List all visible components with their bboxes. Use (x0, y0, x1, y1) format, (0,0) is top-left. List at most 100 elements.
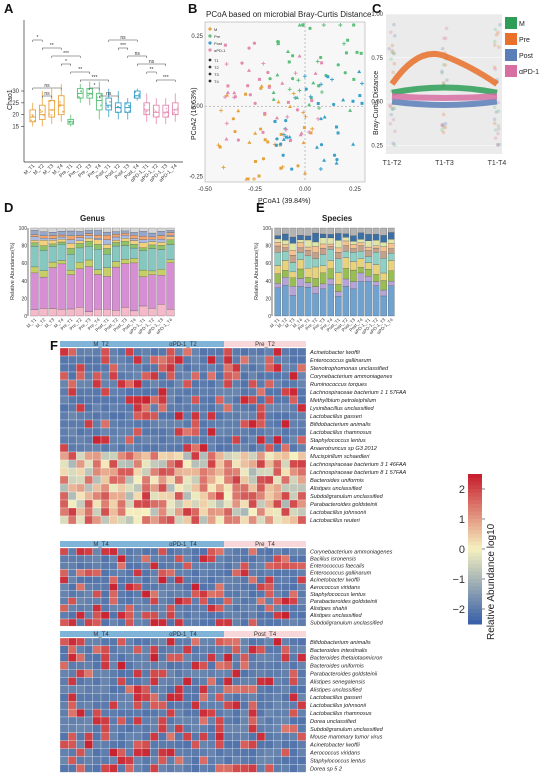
heatmap-cell (68, 475, 77, 485)
distance-point (391, 107, 395, 111)
heatmap-cell (109, 693, 118, 702)
heatmap-cell (133, 693, 143, 702)
significance-label: ns (44, 83, 50, 89)
box-point (133, 96, 136, 99)
stacked-bar-segment (39, 308, 48, 317)
stacked-bar-segment (372, 281, 380, 286)
heatmap-cell (297, 443, 307, 453)
heatmap-cell (223, 499, 233, 509)
stacked-bar-segment (297, 235, 304, 240)
heatmap-cell (158, 576, 167, 584)
distance-point (391, 117, 396, 122)
pcoa-legend-swatch (208, 58, 212, 62)
heatmap-row-label: Corynebacterium ammoniagenes (310, 549, 393, 555)
stacked-bar-segment (327, 268, 335, 280)
panel-c-legend-label: M (519, 21, 525, 28)
heatmap-cell (158, 611, 167, 620)
heatmap-cell (297, 576, 307, 584)
pcoa-point (287, 60, 291, 64)
heatmap-cell (297, 708, 307, 718)
pcoa-point (317, 106, 322, 111)
heatmap-cell (117, 347, 126, 357)
heatmap-cell (248, 732, 257, 741)
heatmap-cell (215, 467, 225, 477)
box-point (173, 111, 176, 114)
heatmap-cell (199, 371, 208, 381)
box-point (51, 109, 53, 111)
box-point (116, 111, 119, 114)
heatmap-cell (191, 395, 200, 405)
heatmap-cell (133, 427, 143, 437)
heatmap-cell (207, 387, 216, 397)
heatmap-cell (182, 347, 192, 357)
colorbar-segment (468, 492, 482, 497)
stacked-bar-segment (289, 277, 297, 287)
heatmap-row-label: Staphylococcus lentus (310, 438, 366, 444)
heatmap-cell (191, 491, 200, 501)
stacked-bar-segment (365, 262, 372, 270)
heatmap-cell (264, 611, 274, 620)
heatmap-cell (223, 748, 233, 757)
heatmap-cell (273, 590, 282, 598)
pcoa-point (247, 46, 251, 50)
heatmap-cell (256, 732, 266, 741)
heatmap-cell (207, 459, 216, 469)
heatmap-cell (92, 475, 102, 485)
heatmap-cell (256, 724, 266, 733)
heatmap-cell (125, 411, 134, 421)
heatmap-cell (289, 569, 298, 577)
heatmap-cell (232, 355, 241, 365)
heatmap-cell (289, 645, 298, 654)
stacked-bar-segment (75, 268, 84, 308)
heatmap-cell (84, 419, 93, 429)
stacked-bar-segment (39, 250, 48, 271)
heatmap-cell (84, 708, 93, 718)
heatmap-cell (125, 685, 134, 694)
stacked-bar-segment (84, 311, 93, 317)
panel-d-chart: Genus Relative Abundance(%) 020406080100… (10, 214, 175, 335)
stacked-bar-segment (365, 281, 372, 317)
pcoa-point (334, 161, 339, 165)
panel-d-title: Genus (80, 214, 105, 223)
stacked-bar-segment (57, 244, 66, 261)
heatmap-cell (76, 724, 85, 733)
stacked-bar-segment (372, 247, 380, 253)
stacked-bar-segment (75, 243, 84, 249)
heatmap-cell (215, 547, 225, 556)
heatmap-cell (264, 562, 274, 570)
heatmap-cell (141, 618, 151, 627)
heatmap-cell (273, 653, 282, 662)
heatmap-cell (158, 363, 167, 373)
panel-b-chart: PCoA based on microbial Bray-Curtis Dist… (189, 10, 372, 205)
heatmap-row-label: Acinetobacter lwoffii (309, 743, 361, 749)
stacked-bar-segment (57, 231, 66, 236)
heatmap-cell (223, 403, 233, 413)
heatmap-cell (100, 740, 110, 749)
pcoa-point (253, 159, 257, 163)
heatmap-cell (68, 597, 77, 605)
panel-a-ytick-label: 20 (12, 113, 19, 119)
heatmap-cell (68, 491, 77, 501)
heatmap-cell (273, 483, 282, 493)
stacked-bar-segment (66, 274, 75, 310)
heatmap-cell (174, 748, 184, 757)
heatmap-cell (125, 459, 134, 469)
heatmap-cell (84, 515, 93, 525)
heatmap-cell (182, 379, 192, 389)
pcoa-point (293, 95, 298, 100)
heatmap-cell (223, 569, 233, 577)
heatmap-cell (141, 387, 151, 397)
panel-letter-a: A (4, 1, 14, 16)
stacked-bar-segment (30, 230, 39, 235)
heatmap-cell (117, 515, 126, 525)
pcoa-point (336, 63, 340, 67)
heatmap-cell (68, 355, 77, 365)
pcoa-point (224, 121, 229, 126)
heatmap-cell (289, 371, 298, 381)
heatmap-cell (182, 355, 192, 365)
heatmap-cell (150, 547, 159, 556)
heatmap-cell (100, 427, 110, 437)
stacked-bar-segment (380, 251, 387, 259)
stacked-bar-segment (130, 262, 139, 312)
stacked-bar-segment (139, 231, 148, 237)
